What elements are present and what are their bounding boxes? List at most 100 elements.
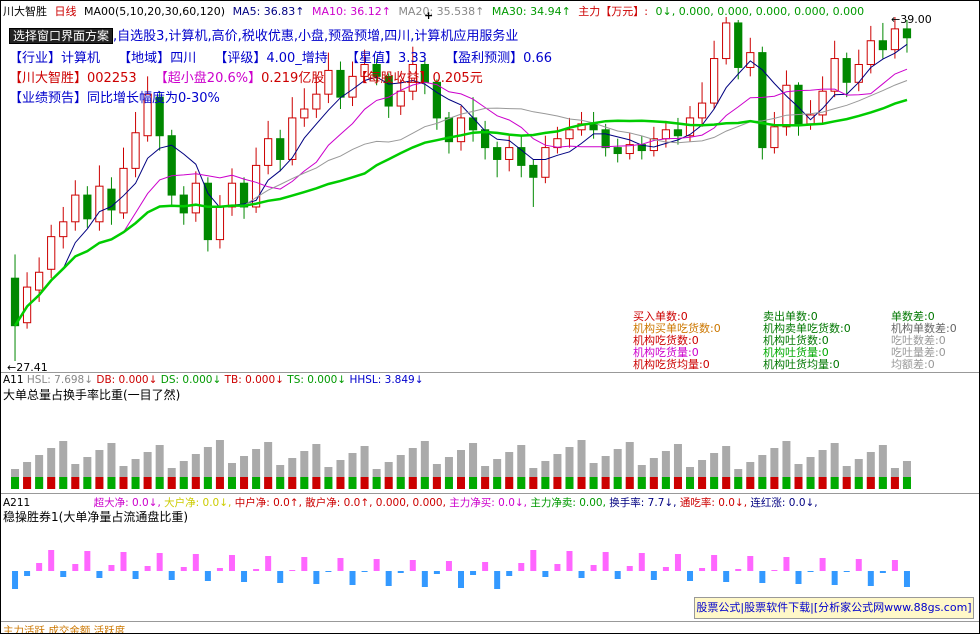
info-line-4: 【业绩预告】同比增长幅度为0-30% bbox=[9, 87, 220, 106]
turnover-bar bbox=[722, 446, 731, 489]
candle-body bbox=[456, 117, 466, 143]
candle-body bbox=[444, 117, 454, 143]
candle-body bbox=[372, 63, 381, 77]
candle-body bbox=[276, 138, 285, 160]
bigorder-bar bbox=[601, 477, 610, 489]
panel-separator-1 bbox=[1, 372, 979, 373]
star-value: 3.33 bbox=[397, 51, 427, 66]
panel2-bars bbox=[12, 550, 910, 589]
bigorder-bar bbox=[47, 477, 56, 489]
net-flow-bar bbox=[96, 571, 103, 578]
info-line-3: 【川大智胜】002253 【超小盘20.6%】0.219亿股 【每股收益】0.2… bbox=[9, 67, 483, 86]
rating-label: 【评级】 bbox=[214, 51, 267, 66]
turnover-bar bbox=[191, 454, 200, 489]
star-label: 【星值】 bbox=[345, 51, 398, 66]
turnover-bar bbox=[577, 440, 586, 489]
hsl-value: HSL: 7.698↓ bbox=[26, 374, 94, 386]
net-flow-bar bbox=[723, 571, 730, 582]
candle-body bbox=[396, 90, 405, 107]
candle-body bbox=[746, 52, 755, 68]
order-stat-item: 机构单数差:0 bbox=[891, 322, 957, 335]
period-label[interactable]: 日线 bbox=[54, 5, 77, 18]
candle-body bbox=[95, 185, 104, 223]
bigorder-bar bbox=[842, 477, 851, 489]
candle-body bbox=[83, 194, 92, 220]
turnover-bar bbox=[264, 442, 273, 489]
order-stat-item: 机构吃货量:0 bbox=[633, 346, 699, 359]
crosshair-marker: + bbox=[424, 9, 434, 22]
candle-body bbox=[203, 182, 212, 241]
candle-body bbox=[107, 188, 116, 211]
bigorder-bar bbox=[746, 477, 755, 489]
candle-body bbox=[143, 93, 152, 137]
net-flow-bar bbox=[12, 571, 19, 589]
candle-body bbox=[902, 28, 912, 39]
bigorder-bar bbox=[288, 477, 297, 489]
order-stat-item: 机构吃货数:0 bbox=[633, 334, 699, 347]
candle-body bbox=[288, 117, 297, 160]
bigorder-bar bbox=[203, 477, 212, 489]
net-flow-bar bbox=[325, 571, 332, 572]
big-net-value: 大户净: 0.0↓, bbox=[164, 497, 232, 509]
candle-body bbox=[565, 129, 574, 140]
bigorder-bar bbox=[890, 477, 899, 489]
candle-body bbox=[239, 182, 249, 208]
candle-body bbox=[818, 90, 827, 116]
bigorder-bar bbox=[444, 477, 453, 489]
candle-body bbox=[480, 129, 490, 149]
scheme-button[interactable]: 选择窗口界面方案 bbox=[9, 28, 114, 44]
bigorder-bar bbox=[710, 477, 719, 489]
turnover-bar bbox=[469, 443, 478, 489]
net-flow-bar bbox=[216, 568, 223, 571]
ts-value: TS: 0.000↓ bbox=[287, 374, 347, 386]
watermark-banner[interactable]: 股票公式|股票软件下载|[分析家公式网www.88gs.com] bbox=[694, 597, 974, 619]
ma-label: MA00(5,10,20,30,60,120) bbox=[84, 5, 226, 18]
net-flow-bar bbox=[891, 560, 898, 571]
turnover-bar bbox=[710, 453, 719, 489]
candle-body bbox=[890, 28, 900, 51]
net-flow-bar bbox=[337, 558, 344, 571]
turnover-bar bbox=[155, 445, 164, 489]
net-flow-bar bbox=[699, 568, 706, 571]
bigorder-bar bbox=[565, 477, 574, 489]
net-flow-bar bbox=[409, 560, 416, 571]
profit-label: 【盈利预测】 bbox=[445, 51, 524, 66]
turnover-bar bbox=[553, 454, 562, 489]
bigorder-bar bbox=[770, 477, 779, 489]
net-flow-bar bbox=[361, 571, 368, 572]
bigorder-bar bbox=[698, 477, 707, 489]
pass-rate-value: 通吃率: 0.0↓, bbox=[679, 497, 748, 509]
net-flow-bar bbox=[855, 559, 862, 571]
candle-body bbox=[312, 93, 321, 110]
bigorder-bar bbox=[637, 477, 646, 489]
bigorder-bar bbox=[505, 477, 514, 489]
turnover-bar bbox=[661, 451, 670, 489]
order-stat-item: 单数差:0 bbox=[891, 310, 935, 323]
turnover-bar bbox=[830, 443, 839, 489]
net-flow-bar bbox=[807, 571, 814, 572]
net-flow-bar bbox=[421, 571, 428, 587]
net-flow-bar bbox=[638, 553, 645, 571]
bigorder-bar bbox=[35, 477, 44, 489]
stock-name: 川大智胜 bbox=[3, 5, 47, 18]
bigorder-bar bbox=[360, 477, 369, 489]
candle-body bbox=[878, 40, 887, 51]
super-net-value: 超大净: 0.0↓, bbox=[93, 497, 161, 509]
bigorder-bar bbox=[432, 477, 441, 489]
turnover-bar bbox=[866, 452, 875, 489]
bigorder-bar bbox=[336, 477, 345, 489]
panel-separator-2 bbox=[1, 493, 979, 494]
candle-body bbox=[191, 182, 200, 214]
bigorder-bar bbox=[372, 477, 381, 489]
turnover-bar bbox=[179, 461, 188, 489]
candle-body bbox=[842, 58, 851, 83]
eps-label: 【每股收益】 bbox=[354, 71, 433, 86]
net-flow-bar bbox=[180, 567, 187, 571]
turnover-bar bbox=[71, 464, 80, 489]
turnover-bar bbox=[215, 440, 224, 489]
net-flow-bar bbox=[747, 556, 754, 571]
bigorder-bar bbox=[71, 477, 80, 489]
net-flow-bar bbox=[650, 571, 657, 580]
net-flow-bar bbox=[241, 571, 248, 582]
